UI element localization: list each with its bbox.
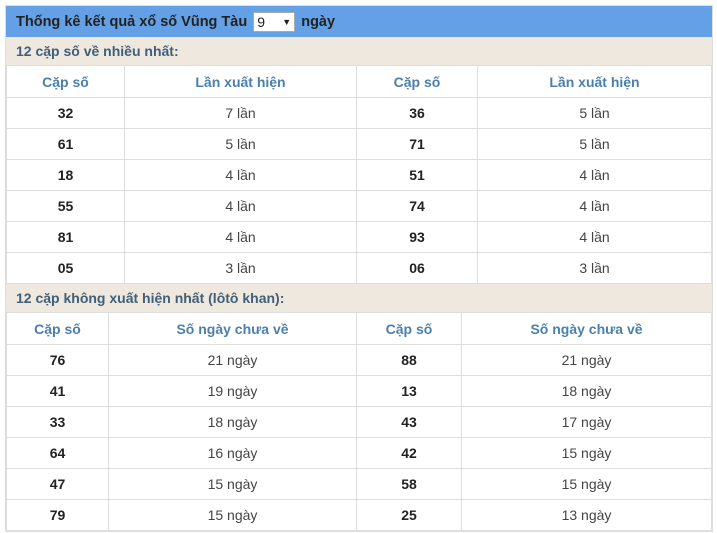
table-row: 64 16 ngày 42 15 ngày — [6, 437, 712, 469]
header-title: Thống kê kết quả xổ số Vũng Tàu — [16, 13, 248, 30]
number-pair-cell: 61 — [6, 128, 125, 160]
column-header: Lần xuất hiện — [124, 65, 357, 98]
number-pair-cell: 05 — [6, 252, 125, 284]
value-cell: 4 lần — [477, 221, 712, 253]
table-row: 47 15 ngày 58 15 ngày — [6, 468, 712, 500]
value-cell: 7 lần — [124, 97, 357, 129]
absent-table: Cặp số Số ngày chưa về Cặp số Số ngày chưa … — [6, 312, 712, 531]
number-pair-cell: 36 — [356, 97, 478, 129]
number-pair-cell: 64 — [6, 437, 109, 469]
number-pair-cell: 13 — [356, 375, 462, 407]
number-pair-cell: 88 — [356, 344, 462, 376]
number-pair-cell: 76 — [6, 344, 109, 376]
number-pair-cell: 71 — [356, 128, 478, 160]
number-pair-cell: 79 — [6, 499, 109, 531]
value-cell: 15 ngày — [108, 499, 357, 531]
column-header: Số ngày chưa về — [461, 312, 712, 345]
number-pair-cell: 74 — [356, 190, 478, 222]
number-pair-cell: 93 — [356, 221, 478, 253]
days-suffix: ngày — [301, 13, 336, 30]
dropdown-arrow-icon: ▼ — [282, 16, 292, 27]
column-header: Số ngày chưa về — [108, 312, 357, 345]
number-pair-cell: 55 — [6, 190, 125, 222]
lottery-stats-panel: Thống kê kết quả xổ số Vũng Tàu 9 ▼ ngày … — [5, 5, 713, 532]
value-cell: 3 lần — [477, 252, 712, 284]
header-bar: Thống kê kết quả xổ số Vũng Tàu 9 ▼ ngày — [6, 6, 712, 37]
table-row: 61 5 lần 71 5 lần — [6, 128, 712, 160]
number-pair-cell: 41 — [6, 375, 109, 407]
value-cell: 16 ngày — [108, 437, 357, 469]
column-header: Cặp số — [6, 312, 109, 345]
number-pair-cell: 42 — [356, 437, 462, 469]
number-pair-cell: 81 — [6, 221, 125, 253]
most-table: Cặp số Lần xuất hiện Cặp số Lần xuất hiện 32… — [6, 65, 712, 284]
column-header: Lần xuất hiện — [477, 65, 712, 98]
value-cell: 4 lần — [124, 221, 357, 253]
table-row: 18 4 lần 51 4 lần — [6, 159, 712, 191]
value-cell: 15 ngày — [461, 437, 712, 469]
value-cell: 17 ngày — [461, 406, 712, 438]
number-pair-cell: 43 — [356, 406, 462, 438]
value-cell: 18 ngày — [461, 375, 712, 407]
table-row: 05 3 lần 06 3 lần — [6, 252, 712, 284]
value-cell: 15 ngày — [108, 468, 357, 500]
value-cell: 4 lần — [124, 190, 357, 222]
value-cell: 13 ngày — [461, 499, 712, 531]
number-pair-cell: 25 — [356, 499, 462, 531]
table-row: 79 15 ngày 25 13 ngày — [6, 499, 712, 531]
absent-section-title: 12 cặp không xuất hiện nhất (lôtô khan): — [6, 284, 712, 312]
table-row: 32 7 lần 36 5 lần — [6, 97, 712, 129]
days-value: 9 — [257, 13, 266, 30]
table-row: 76 21 ngày 88 21 ngày — [6, 344, 712, 376]
days-select[interactable]: 9 ▼ — [253, 11, 296, 32]
table-row: 81 4 lần 93 4 lần — [6, 221, 712, 253]
number-pair-cell: 51 — [356, 159, 478, 191]
value-cell: 5 lần — [477, 128, 712, 160]
table-row: 41 19 ngày 13 18 ngày — [6, 375, 712, 407]
most-section-title: 12 cặp số về nhiều nhất: — [6, 37, 712, 65]
value-cell: 5 lần — [124, 128, 357, 160]
column-header: Cặp số — [356, 312, 462, 345]
number-pair-cell: 47 — [6, 468, 109, 500]
value-cell: 21 ngày — [108, 344, 357, 376]
number-pair-cell: 33 — [6, 406, 109, 438]
value-cell: 5 lần — [477, 97, 712, 129]
table-row: 33 18 ngày 43 17 ngày — [6, 406, 712, 438]
value-cell: 3 lần — [124, 252, 357, 284]
value-cell: 4 lần — [477, 159, 712, 191]
number-pair-cell: 58 — [356, 468, 462, 500]
value-cell: 4 lần — [477, 190, 712, 222]
column-header: Cặp số — [6, 65, 125, 98]
number-pair-cell: 06 — [356, 252, 478, 284]
value-cell: 18 ngày — [108, 406, 357, 438]
table-row: 55 4 lần 74 4 lần — [6, 190, 712, 222]
number-pair-cell: 18 — [6, 159, 125, 191]
value-cell: 15 ngày — [461, 468, 712, 500]
number-pair-cell: 32 — [6, 97, 125, 129]
value-cell: 4 lần — [124, 159, 357, 191]
value-cell: 19 ngày — [108, 375, 357, 407]
column-header: Cặp số — [356, 65, 478, 98]
value-cell: 21 ngày — [461, 344, 712, 376]
